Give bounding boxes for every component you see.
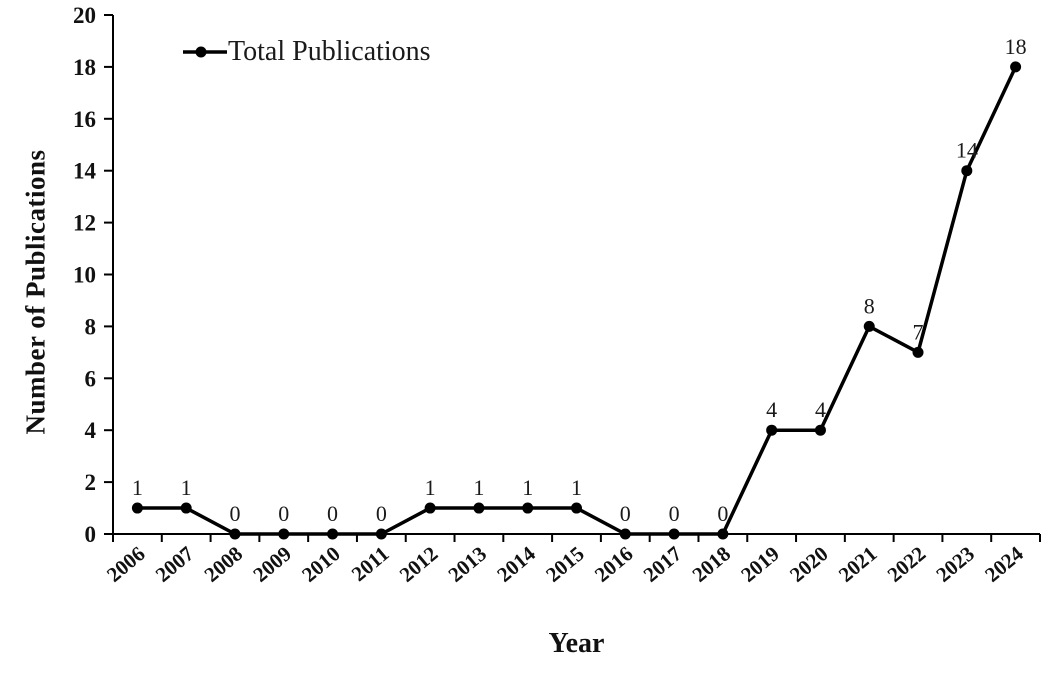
y-axis-title: Number of Publications (20, 149, 51, 435)
x-tick-label: 2013 (444, 541, 492, 586)
x-tick-label: 2009 (248, 541, 296, 586)
data-label: 1 (181, 475, 192, 500)
y-tick-label: 14 (73, 159, 97, 184)
x-tick-label: 2014 (492, 541, 540, 587)
data-label: 4 (766, 397, 777, 422)
data-point (668, 528, 680, 540)
data-label: 0 (327, 501, 338, 526)
data-label: 4 (815, 397, 826, 422)
legend-label: Total Publications (228, 36, 431, 67)
data-label: 1 (571, 475, 582, 500)
series-line (137, 66, 1018, 536)
x-tick-label: 2023 (931, 541, 979, 586)
x-tick-label: 2024 (980, 541, 1028, 587)
data-point (180, 502, 192, 514)
data-label: 1 (473, 475, 484, 500)
data-label: 0 (669, 501, 680, 526)
data-label: 0 (278, 501, 289, 526)
data-point (1010, 61, 1022, 73)
data-label: 1 (425, 475, 436, 500)
data-point (278, 528, 290, 540)
legend: Total Publications (182, 36, 431, 68)
y-tick-label: 18 (73, 55, 96, 80)
x-tick-label: 2008 (200, 541, 248, 586)
data-point (522, 502, 534, 514)
x-tick-label: 2016 (590, 541, 638, 586)
data-point (473, 502, 485, 514)
x-tick-label: 2012 (395, 541, 443, 586)
x-tick-label: 2017 (639, 541, 687, 586)
y-tick-label: 16 (73, 107, 96, 132)
x-tick-label: 2010 (297, 541, 345, 586)
x-tick-label: 2015 (541, 541, 589, 586)
x-tick-label: 2019 (736, 541, 784, 586)
y-tick-label: 2 (85, 470, 97, 495)
line-marker-icon (183, 46, 227, 58)
data-label: 8 (864, 293, 875, 318)
x-tick-label: 2018 (687, 541, 735, 586)
data-point (766, 424, 778, 436)
y-tick-label: 0 (85, 522, 97, 547)
data-point (229, 528, 241, 540)
x-tick-label: 2022 (883, 541, 931, 586)
data-point (814, 424, 826, 436)
x-tick-label: 2020 (785, 541, 833, 586)
x-axis-title: Year (548, 628, 605, 659)
y-tick-label: 20 (73, 3, 96, 28)
x-tick-label: 2021 (834, 541, 882, 586)
data-point (717, 528, 729, 540)
data-point (131, 502, 143, 514)
y-tick-label: 6 (85, 366, 97, 391)
y-tick-label: 10 (73, 263, 96, 288)
data-label: 0 (717, 501, 728, 526)
data-label: 1 (522, 475, 533, 500)
y-tick-label: 8 (85, 314, 97, 339)
data-label: 18 (1005, 34, 1027, 59)
data-point (571, 502, 582, 514)
data-point (619, 528, 631, 540)
x-tick-label: 2011 (347, 541, 394, 586)
data-point (375, 528, 387, 540)
data-label: 7 (913, 319, 924, 344)
y-tick-label: 4 (85, 418, 97, 443)
data-label: 0 (620, 501, 631, 526)
data-label: 1 (132, 475, 143, 500)
data-label: 14 (956, 138, 978, 163)
data-point (961, 165, 973, 177)
x-tick-label: 2007 (151, 541, 199, 586)
data-point (327, 528, 339, 540)
y-tick-label: 12 (73, 211, 96, 236)
data-point (863, 320, 875, 332)
data-point (912, 346, 924, 358)
data-label: 0 (229, 501, 240, 526)
data-point (424, 502, 436, 514)
data-label: 0 (376, 501, 387, 526)
x-tick-label: 2006 (102, 541, 150, 586)
